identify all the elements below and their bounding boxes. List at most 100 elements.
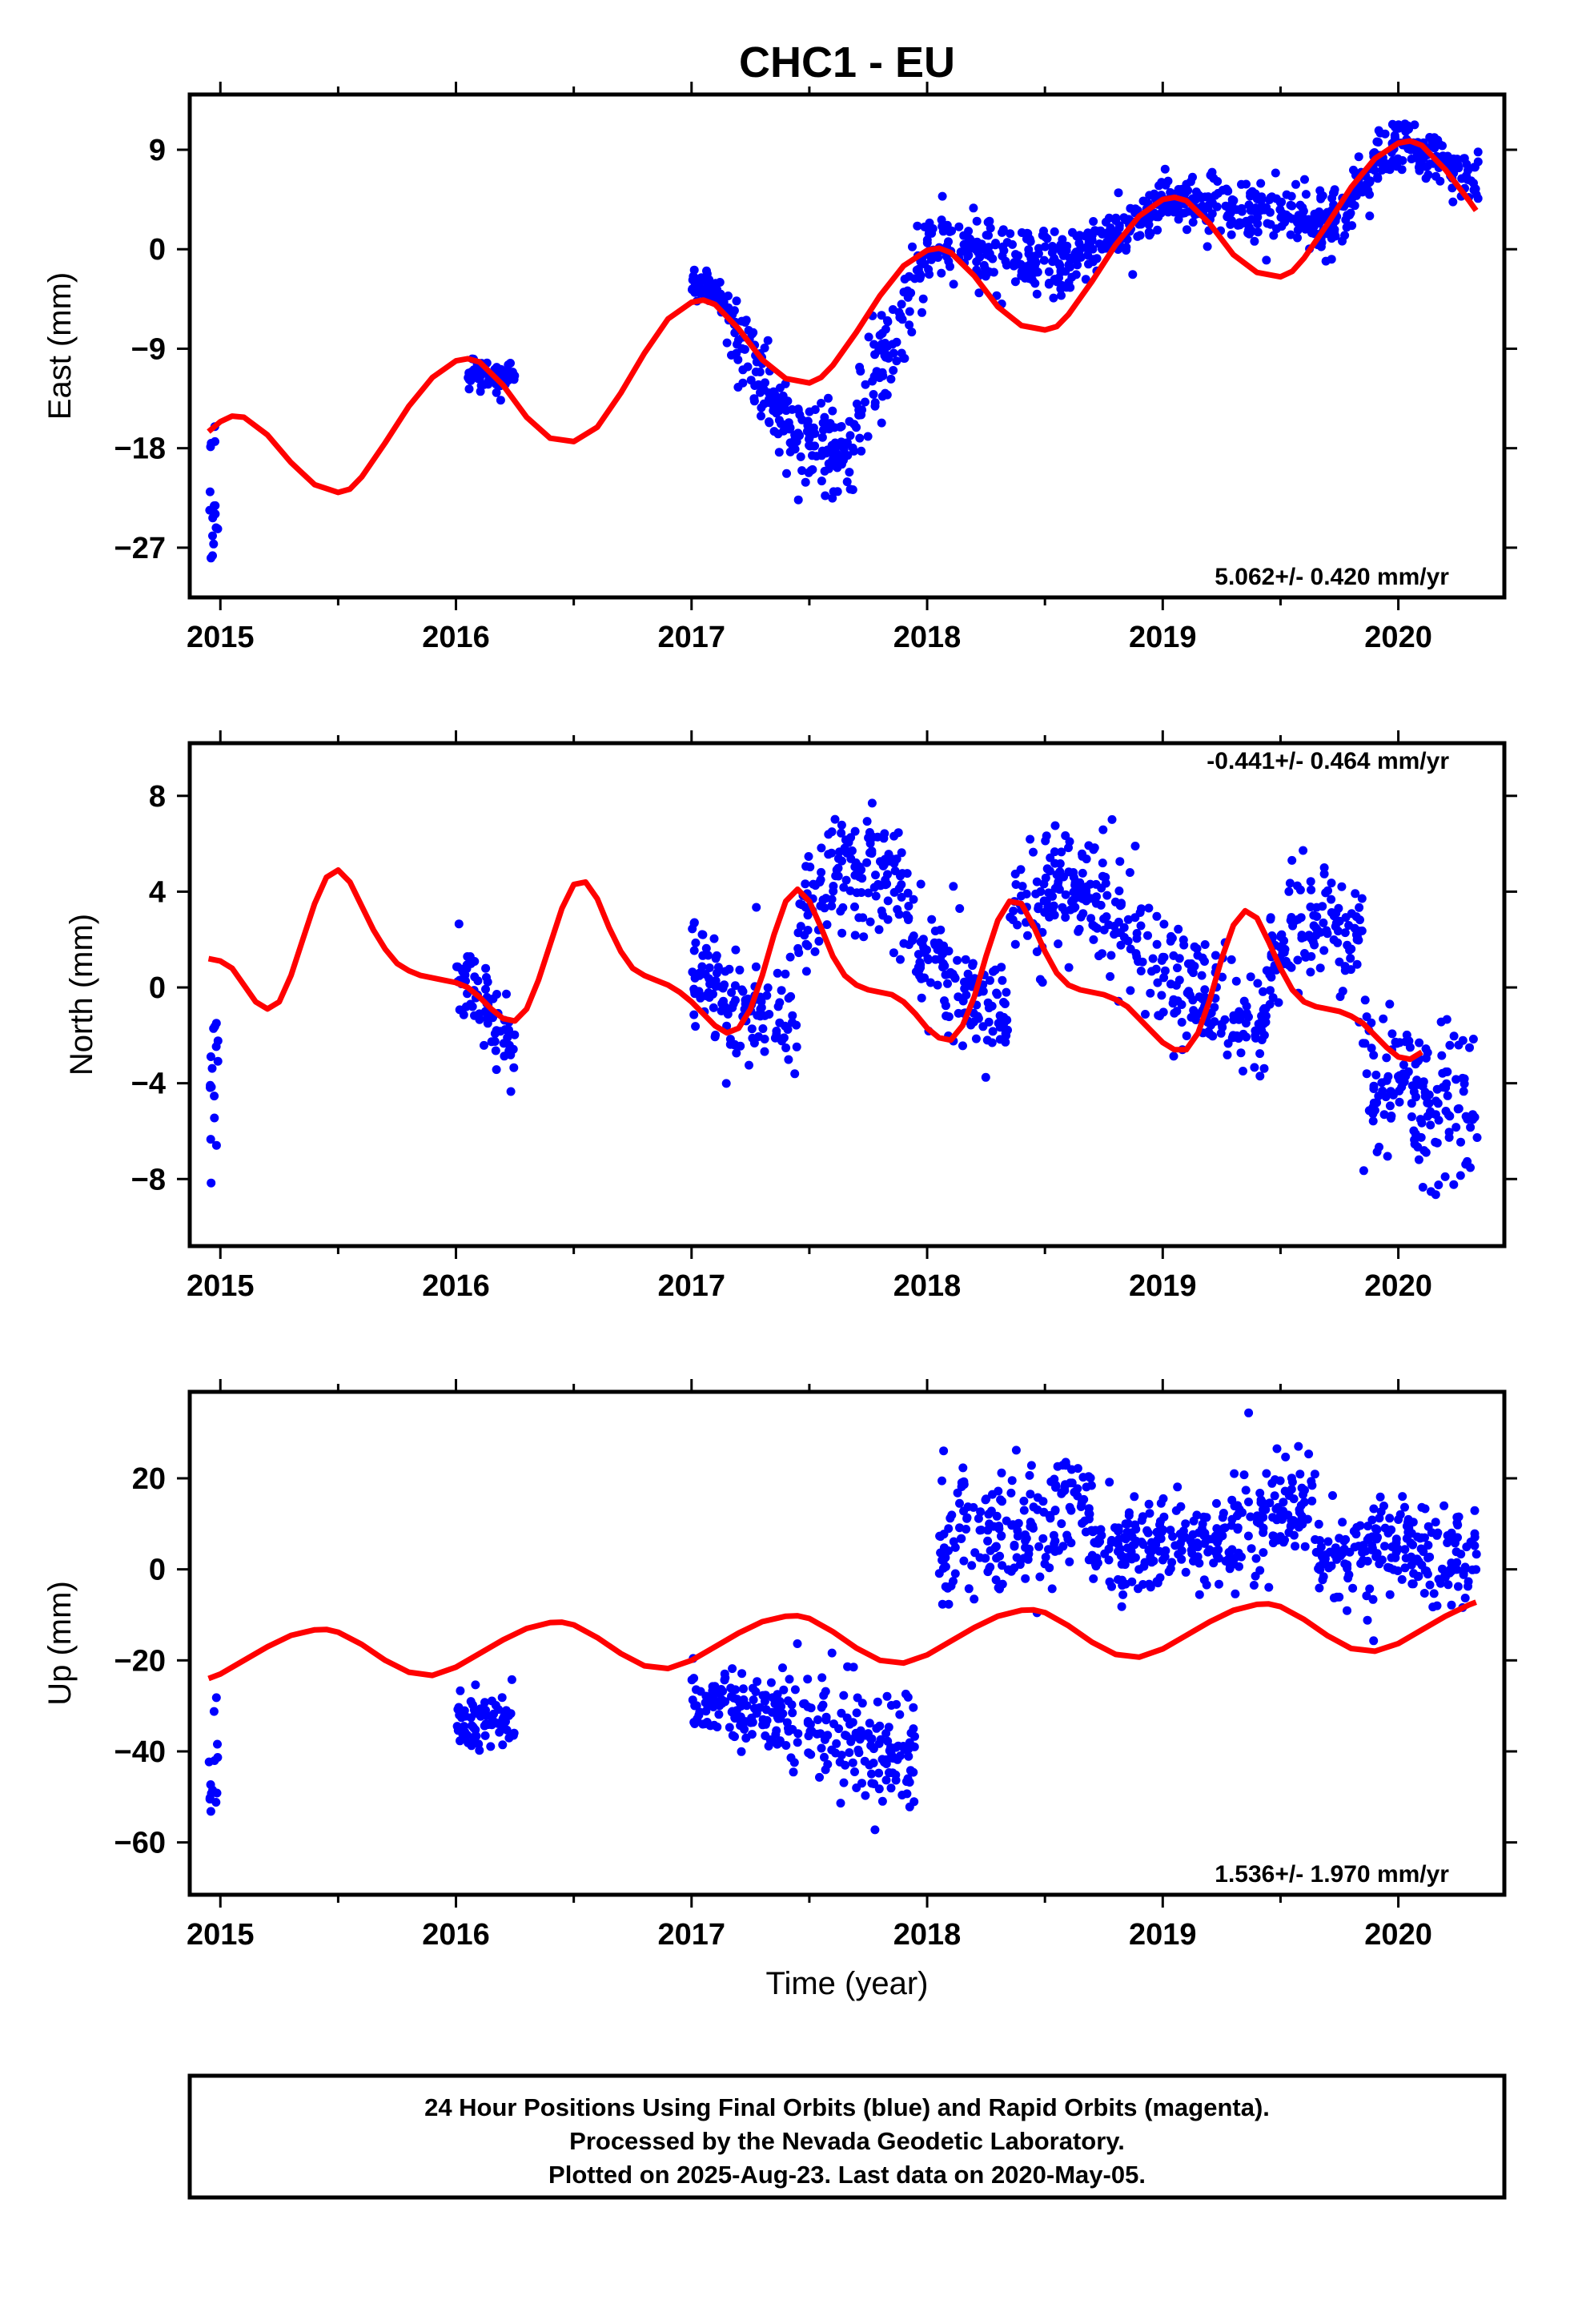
north-point — [1182, 1031, 1191, 1040]
north-point — [1057, 847, 1066, 857]
east-point — [1242, 216, 1251, 226]
east-point — [1269, 231, 1279, 240]
north-point — [896, 955, 905, 964]
east-point — [1008, 239, 1017, 249]
up-point — [839, 1691, 849, 1700]
up-point — [998, 1561, 1007, 1570]
up-point — [1062, 1530, 1072, 1540]
north-point — [865, 917, 875, 927]
north-point — [896, 871, 905, 881]
north-point — [801, 879, 810, 889]
east-point — [760, 385, 769, 395]
north-point — [1261, 1017, 1271, 1027]
east-point — [1222, 184, 1231, 194]
up-point — [829, 1719, 838, 1729]
east-point — [817, 476, 826, 486]
east-point — [699, 285, 709, 295]
east-point — [1473, 147, 1483, 157]
up-point — [1114, 1534, 1124, 1544]
up-point — [1233, 1501, 1243, 1510]
north-point — [1154, 1011, 1163, 1020]
up-point — [1181, 1519, 1191, 1529]
east-point — [1365, 190, 1374, 199]
north-point — [883, 896, 893, 906]
up-point — [728, 1707, 737, 1716]
up-point — [821, 1712, 831, 1722]
north-point — [871, 870, 880, 880]
up-point — [866, 1734, 875, 1743]
up-y-tick-label: 20 — [132, 1462, 166, 1496]
up-point — [1219, 1509, 1228, 1518]
north-point — [1259, 1063, 1269, 1073]
north-point — [913, 950, 923, 959]
east-point — [1088, 255, 1098, 264]
north-point — [1026, 834, 1035, 844]
north-point — [1431, 1137, 1440, 1147]
east-point — [937, 215, 946, 225]
north-point — [999, 998, 1008, 1007]
east-point — [908, 242, 917, 251]
north-point — [984, 1003, 994, 1013]
east-point — [785, 447, 795, 456]
up-point — [1107, 1582, 1116, 1591]
up-point — [781, 1741, 791, 1750]
up-point — [690, 1719, 700, 1728]
north-point — [1223, 1039, 1233, 1048]
up-x-tick-label: 2020 — [1364, 1918, 1432, 1952]
up-point — [949, 1577, 958, 1586]
up-point — [209, 1707, 219, 1716]
up-point — [1139, 1562, 1149, 1571]
east-point — [1174, 215, 1183, 224]
up-point — [1291, 1542, 1300, 1551]
up-point — [1094, 1534, 1104, 1544]
north-point — [773, 968, 782, 978]
east-point — [974, 288, 984, 298]
north-point — [938, 948, 947, 958]
up-point — [1406, 1538, 1415, 1548]
north-point — [1405, 1043, 1415, 1052]
east-point — [1397, 165, 1407, 175]
up-point — [741, 1717, 750, 1727]
east-point — [956, 247, 966, 257]
north-point — [1197, 971, 1207, 980]
north-point — [1089, 935, 1098, 944]
east-point — [881, 339, 890, 348]
north-point — [712, 951, 721, 960]
north-point — [492, 1065, 501, 1075]
north-point — [717, 999, 727, 1008]
up-point — [957, 1534, 966, 1543]
north-point — [1387, 1029, 1397, 1039]
north-point — [735, 965, 745, 975]
up-point — [1307, 1481, 1317, 1490]
north-point — [500, 1051, 509, 1061]
north-point — [1210, 1003, 1219, 1012]
north-point — [1253, 979, 1263, 988]
north-point — [1463, 1156, 1472, 1166]
north-point — [968, 961, 978, 971]
north-point — [1382, 1053, 1391, 1063]
up-point — [730, 1732, 739, 1742]
up-point — [909, 1703, 918, 1712]
east-point — [1271, 168, 1280, 178]
up-point — [1013, 1531, 1022, 1541]
north-point — [1031, 889, 1041, 899]
north-point — [1114, 887, 1124, 895]
north-point — [747, 1024, 757, 1034]
north-point — [850, 931, 860, 940]
up-point — [1403, 1527, 1413, 1537]
east-point — [812, 452, 821, 461]
north-point — [973, 1011, 982, 1021]
east-point — [1039, 255, 1049, 265]
north-point — [936, 925, 946, 935]
up-point — [813, 1715, 822, 1724]
north-point — [781, 1043, 791, 1052]
up-point — [1089, 1574, 1098, 1583]
up-point — [1202, 1513, 1211, 1522]
north-point — [756, 1004, 765, 1014]
north-point — [1220, 1015, 1230, 1024]
north-point — [1266, 915, 1275, 924]
up-point — [852, 1708, 861, 1718]
up-point — [1044, 1545, 1053, 1554]
up-point — [728, 1664, 737, 1674]
east-point — [1373, 174, 1383, 183]
